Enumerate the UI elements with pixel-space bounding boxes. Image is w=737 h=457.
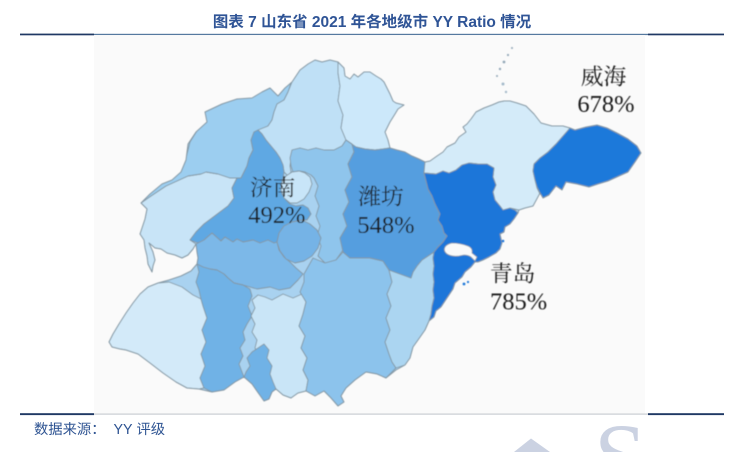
svg-text:492%: 492% (248, 202, 305, 229)
svg-text:S: S (594, 404, 647, 452)
svg-text:7: 7 (248, 14, 257, 31)
svg-text:678%: 678% (577, 91, 634, 118)
svg-text:785%: 785% (490, 289, 547, 316)
svg-text:548%: 548% (357, 212, 414, 239)
svg-text:YY: YY (114, 422, 134, 438)
svg-text:2021: 2021 (312, 14, 347, 31)
svg-text:YY Ratio: YY Ratio (432, 14, 495, 31)
